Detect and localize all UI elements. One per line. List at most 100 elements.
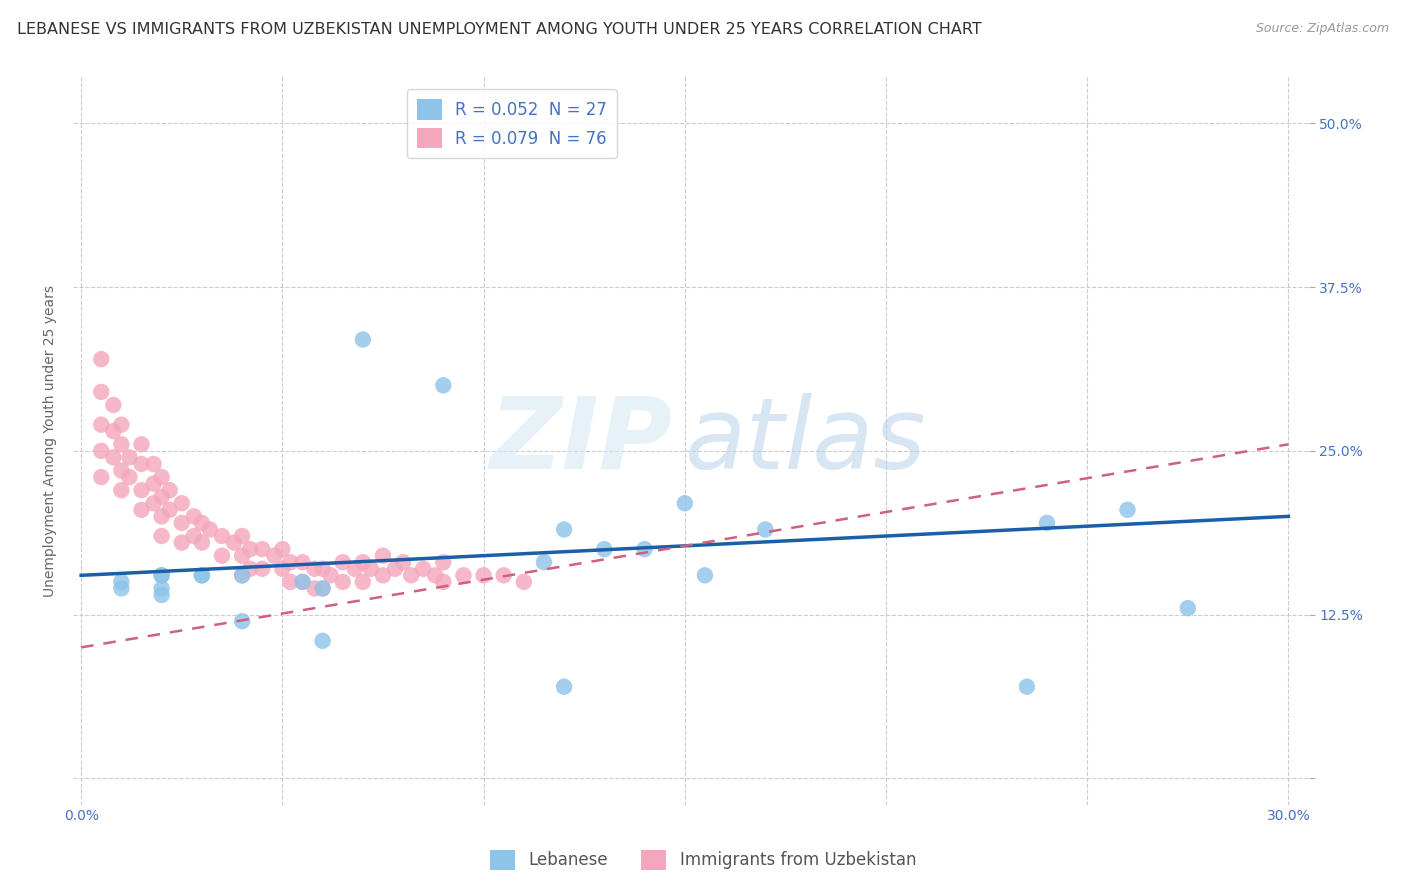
Point [432, 378, 454, 392]
Point [183, 529, 205, 543]
Point [90, 352, 112, 367]
Point [150, 509, 173, 524]
Point [110, 582, 132, 596]
Text: ZIP: ZIP [489, 392, 672, 490]
Point [319, 568, 342, 582]
Point [198, 523, 221, 537]
Point [533, 555, 555, 569]
Point [291, 555, 314, 569]
Point [231, 549, 253, 563]
Point [425, 568, 447, 582]
Point [211, 529, 233, 543]
Point [150, 490, 173, 504]
Point [90, 443, 112, 458]
Point [150, 568, 173, 582]
Point [239, 562, 262, 576]
Point [150, 582, 173, 596]
Point [222, 535, 245, 549]
Point [371, 568, 394, 582]
Point [191, 516, 214, 530]
Point [170, 496, 193, 510]
Point [131, 503, 153, 517]
Point [513, 574, 536, 589]
Point [291, 574, 314, 589]
Text: atlas: atlas [685, 392, 927, 490]
Point [191, 568, 214, 582]
Point [170, 516, 193, 530]
Point [399, 568, 422, 582]
Point [392, 555, 415, 569]
Point [231, 568, 253, 582]
Text: Source: ZipAtlas.com: Source: ZipAtlas.com [1256, 22, 1389, 36]
Point [271, 542, 294, 557]
Point [1116, 503, 1139, 517]
Point [118, 450, 141, 465]
Point [291, 574, 314, 589]
Point [103, 424, 125, 438]
Point [412, 562, 434, 576]
Point [183, 509, 205, 524]
Point [131, 437, 153, 451]
Point [170, 535, 193, 549]
Point [159, 503, 181, 517]
Point [754, 523, 776, 537]
Point [191, 535, 214, 549]
Point [553, 680, 575, 694]
Point [90, 470, 112, 484]
Point [1015, 680, 1038, 694]
Point [90, 417, 112, 432]
Text: LEBANESE VS IMMIGRANTS FROM UZBEKISTAN UNEMPLOYMENT AMONG YOUTH UNDER 25 YEARS C: LEBANESE VS IMMIGRANTS FROM UZBEKISTAN U… [17, 22, 981, 37]
Point [280, 574, 302, 589]
Point [332, 574, 354, 589]
Point [103, 450, 125, 465]
Point [90, 384, 112, 399]
Point [110, 437, 132, 451]
Point [252, 562, 274, 576]
Point [280, 555, 302, 569]
Point [311, 633, 333, 648]
Point [472, 568, 495, 582]
Point [150, 568, 173, 582]
Point [553, 523, 575, 537]
Point [352, 555, 374, 569]
Point [110, 483, 132, 498]
Point [150, 529, 173, 543]
Point [673, 496, 696, 510]
Point [633, 542, 655, 557]
Legend: Lebanese, Immigrants from Uzbekistan: Lebanese, Immigrants from Uzbekistan [484, 843, 922, 877]
Point [103, 398, 125, 412]
Point [304, 582, 326, 596]
Point [304, 562, 326, 576]
Point [432, 555, 454, 569]
Point [110, 417, 132, 432]
Point [239, 542, 262, 557]
Point [231, 614, 253, 628]
Point [110, 463, 132, 477]
Point [311, 582, 333, 596]
Point [252, 542, 274, 557]
Point [1036, 516, 1059, 530]
Point [371, 549, 394, 563]
Point [332, 555, 354, 569]
Point [492, 568, 515, 582]
Point [311, 562, 333, 576]
Point [150, 588, 173, 602]
Point [110, 574, 132, 589]
Point [453, 568, 475, 582]
Point [263, 549, 285, 563]
Point [131, 483, 153, 498]
Point [352, 574, 374, 589]
Point [343, 562, 366, 576]
Point [211, 549, 233, 563]
Point [384, 562, 406, 576]
Point [593, 542, 616, 557]
Point [432, 574, 454, 589]
Point [142, 496, 165, 510]
Legend: R = 0.052  N = 27, R = 0.079  N = 76: R = 0.052 N = 27, R = 0.079 N = 76 [406, 89, 617, 159]
Point [159, 483, 181, 498]
Point [271, 562, 294, 576]
Y-axis label: Unemployment Among Youth under 25 years: Unemployment Among Youth under 25 years [44, 285, 58, 597]
Point [118, 470, 141, 484]
Point [150, 470, 173, 484]
Point [311, 582, 333, 596]
